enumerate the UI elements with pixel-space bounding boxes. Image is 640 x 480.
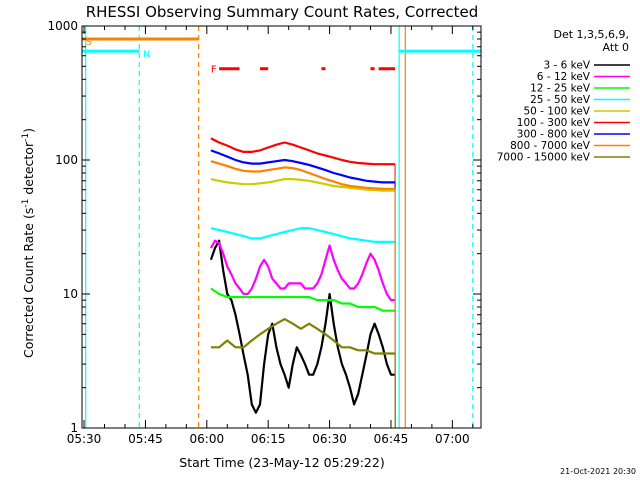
flag-label-S: S	[86, 38, 92, 48]
y-axis-label-sup1: -1	[21, 199, 31, 208]
y-tick-label: 10	[63, 287, 78, 301]
y-axis-label: Corrected Count Rate (s-1 detector-1)	[21, 128, 36, 358]
series-line-5	[210, 137, 396, 166]
y-axis-label-main: Corrected Count Rate (s	[21, 208, 36, 358]
y-tick-label: 100	[55, 153, 78, 167]
y-tick-label: 1000	[47, 19, 78, 33]
legend-label-3: 25 - 50 keV	[530, 94, 591, 106]
series-line-6	[210, 149, 396, 184]
data-group	[82, 26, 481, 428]
x-axis-label: Start Time (23-May-12 05:29:22)	[179, 455, 384, 470]
y-axis-label-sup2: -1	[21, 133, 31, 142]
legend-label-0: 3 - 6 keV	[543, 60, 590, 72]
footer-date: 21-Oct-2021 20:30	[560, 467, 636, 476]
x-tick-label: 07:00	[435, 432, 470, 446]
legend-label-5: 100 - 300 keV	[517, 117, 591, 129]
legend-label-7: 800 - 7000 keV	[510, 140, 591, 152]
series-line-7	[210, 160, 396, 190]
x-tick-label: 06:45	[374, 432, 409, 446]
flag-label-N: N	[143, 50, 150, 60]
plot-frame	[81, 25, 482, 429]
chart-title: RHESSI Observing Summary Count Rates, Co…	[86, 3, 479, 21]
legend-label-2: 12 - 25 keV	[530, 83, 591, 95]
series-line-2	[210, 287, 396, 312]
y-axis-label-mid: detector	[21, 141, 36, 199]
axes-layer: RHESSI Observing Summary Count Rates, Co…	[21, 3, 482, 470]
x-tick-label: 05:30	[67, 432, 102, 446]
flare-flag-label: F	[211, 65, 217, 76]
plot-layer: S N F	[82, 26, 481, 428]
x-tick-label: 06:15	[251, 432, 286, 446]
x-tick-label: 05:45	[128, 432, 163, 446]
series-line-3	[210, 227, 396, 243]
legend-label-6: 300 - 800 keV	[517, 129, 591, 141]
legend-label-8: 7000 - 15000 keV	[497, 152, 591, 164]
y-axis-label-end: )	[21, 128, 36, 133]
series-line-1	[209, 239, 396, 302]
x-tick-label: 06:00	[190, 432, 225, 446]
y-tick-label: 1	[70, 421, 78, 435]
legend-label-4: 50 - 100 keV	[523, 106, 590, 118]
legend-label-1: 6 - 12 keV	[537, 71, 591, 83]
series-line-0	[209, 239, 396, 414]
x-tick-label: 06:30	[312, 432, 347, 446]
series-line-4	[210, 178, 396, 192]
series-line-8	[210, 318, 396, 355]
legend-header-line-1: Det 1,3,5,6,9,	[553, 28, 629, 41]
legend-header-line-2: Att 0	[603, 41, 629, 54]
